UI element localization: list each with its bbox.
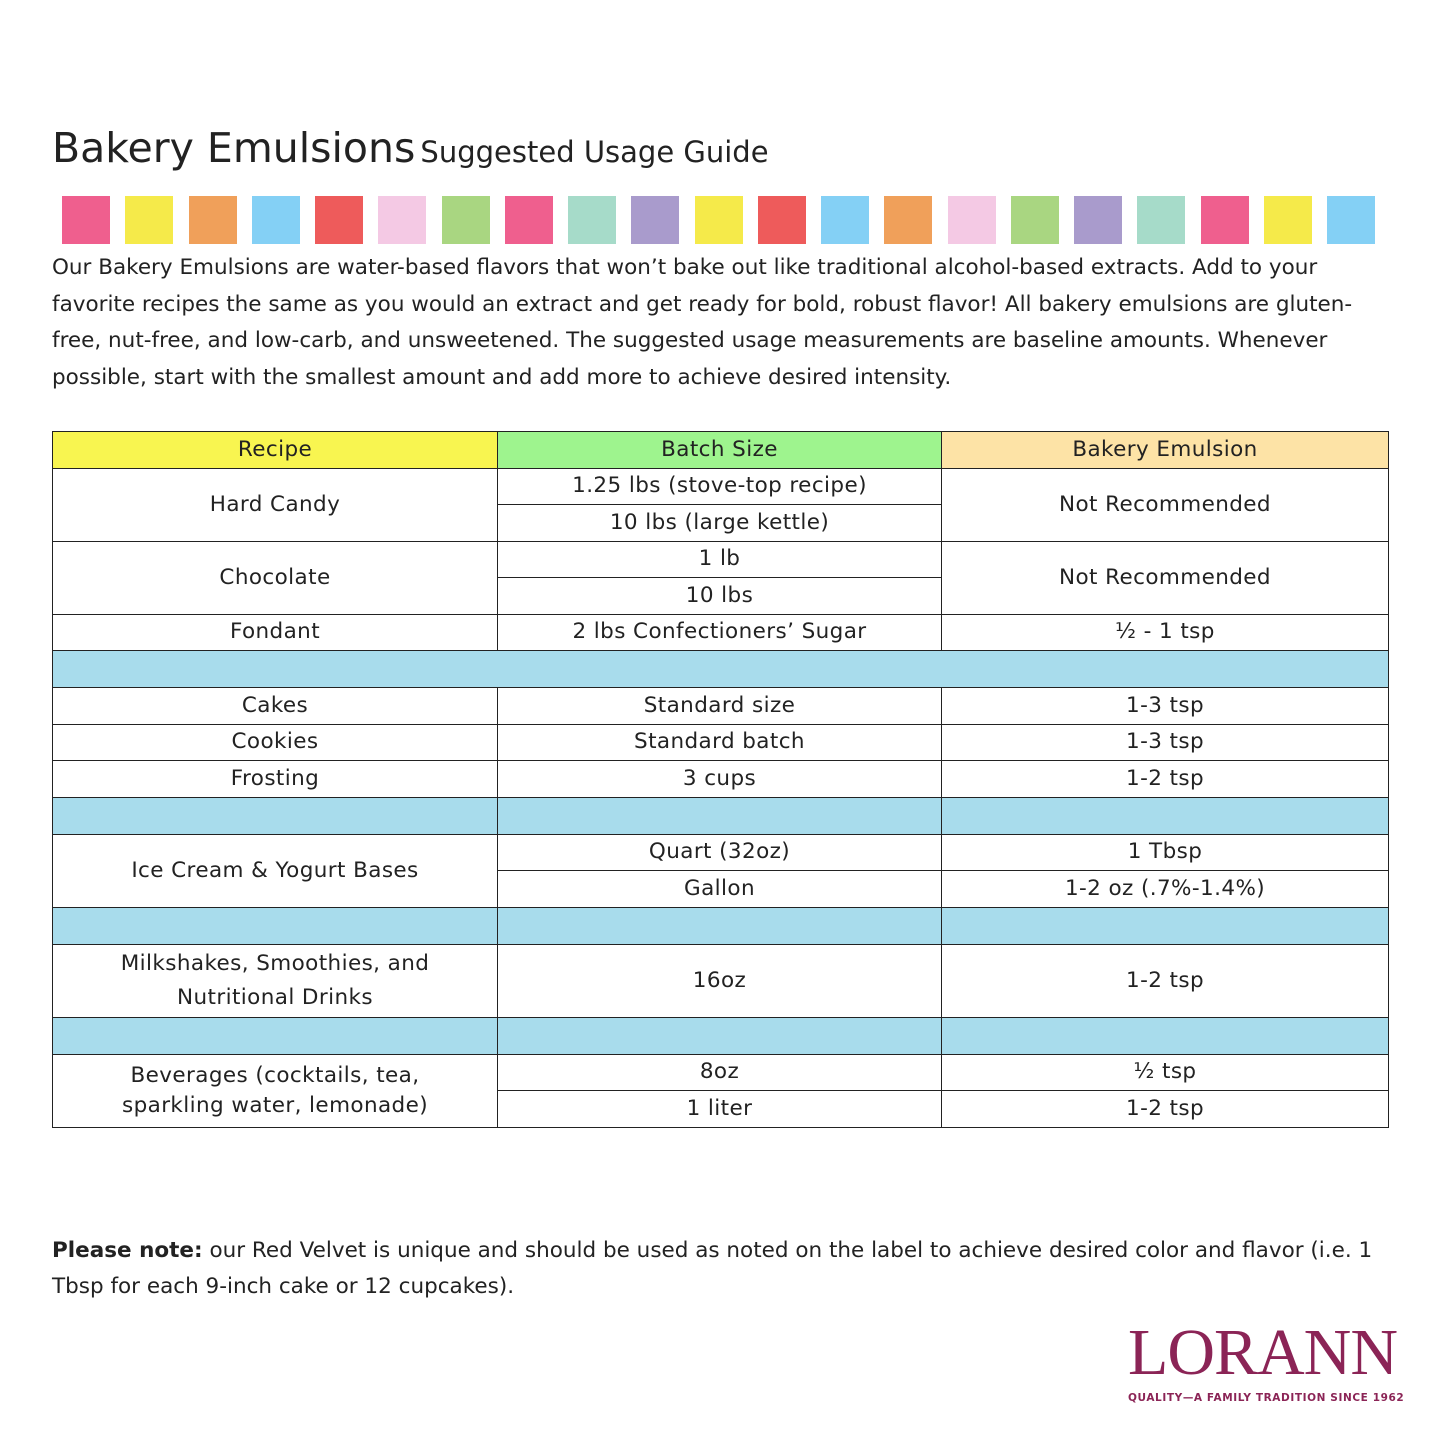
table-row: 1 liter 1-2 tsp: [53, 1090, 1389, 1128]
cell: 16oz: [497, 943, 942, 1018]
cell: Not Recommended: [941, 467, 1389, 542]
color-swatch: [821, 196, 869, 244]
cell: Ice Cream & Yogurt Bases: [52, 833, 498, 908]
table-row: Cakes Standard size 1-3 tsp: [52, 687, 1389, 725]
table-row: Ice Cream & Yogurt Bases Quart (32oz) 1 Tb…: [52, 833, 1389, 908]
cell: 10 lbs (large kettle): [497, 504, 942, 542]
cell: Chocolate: [52, 540, 498, 615]
color-swatch: [757, 196, 806, 244]
cell: ½ tsp: [941, 1053, 1389, 1091]
separator-cell: [497, 796, 942, 835]
color-swatch: [251, 196, 300, 244]
cell: Frosting: [52, 760, 498, 798]
cell: 1 lb: [497, 540, 942, 578]
color-swatch: [62, 196, 110, 244]
table-row: Fondant 2 lbs Confectioners’ Sugar ½ - 1 t…: [52, 613, 1389, 651]
color-swatch: [1074, 196, 1122, 244]
separator-cell: [52, 1016, 498, 1055]
color-swatch: [188, 196, 237, 244]
logo: LORANN QUALITY—A FAMILY TRADITION SINCE …: [1128, 1316, 1405, 1405]
cell: Hard Candy: [52, 467, 498, 542]
logo-name: LORANN: [1128, 1316, 1398, 1389]
separator-cell: [941, 1016, 1389, 1055]
color-swatches: [62, 196, 1382, 244]
cell: 3 cups: [497, 760, 942, 798]
cell: Beverages (cocktails, tea, sparkling wat…: [52, 1053, 498, 1128]
color-swatch: [694, 196, 743, 244]
cell: 1 liter: [497, 1090, 942, 1128]
table-row: Chocolate 1 lb Not Recommended: [52, 540, 1389, 615]
cell: 8oz: [497, 1053, 942, 1091]
cell: 10 lbs: [497, 577, 942, 615]
cell: Gallon: [497, 870, 942, 908]
separator-cell: [941, 906, 1389, 945]
table-row: 10 lbs: [53, 577, 1389, 615]
subtitle: Suggested Usage Guide: [420, 135, 769, 169]
table-row: Milkshakes, Smoothies, and Nutritional D…: [52, 943, 1389, 1018]
column-header: Bakery Emulsion: [941, 431, 1389, 469]
usage-table: Recipe Batch Size Bakery Emulsion Hard C…: [52, 431, 1389, 1128]
cell: Cakes: [52, 687, 498, 725]
cell: 1-2 oz (.7%-1.4%): [941, 870, 1389, 908]
cell: 1-3 tsp: [941, 687, 1389, 725]
cell: 1-3 tsp: [941, 723, 1389, 761]
header-row: Recipe Batch Size Bakery Emulsion: [52, 431, 1389, 469]
column-header: Recipe: [52, 431, 498, 469]
color-swatch: [315, 196, 363, 244]
separator-cell: [941, 796, 1389, 835]
table-row: [52, 650, 1389, 688]
table-row: [52, 906, 1389, 945]
cell: 1.25 lbs (stove-top recipe): [497, 467, 942, 505]
table-row: Beverages (cocktails, tea, sparkling wat…: [52, 1053, 1389, 1128]
table-row: Cookies Standard batch 1-3 tsp: [52, 723, 1389, 761]
cell: 2 lbs Confectioners’ Sugar: [497, 613, 942, 651]
cell: Fondant: [52, 613, 498, 651]
cell: 1-2 tsp: [941, 1090, 1389, 1128]
column-header: Batch Size: [497, 431, 942, 469]
color-swatch: [125, 196, 174, 244]
color-swatch: [1200, 196, 1249, 244]
separator-cell: [52, 796, 498, 835]
table-row: Hard Candy 1.25 lbs (stove-top recipe) Not…: [52, 467, 1389, 542]
note: Please note: our Red Velvet is unique an…: [52, 1233, 1392, 1305]
note-text: our Red Velvet is unique and should be u…: [52, 1238, 1373, 1299]
color-swatch: [378, 196, 427, 244]
cell: 1-2 tsp: [941, 760, 1389, 798]
color-swatch: [884, 196, 933, 244]
title: Bakery Emulsions: [52, 124, 416, 172]
color-swatch: [1263, 196, 1312, 244]
table-row: 10 lbs (large kettle): [53, 504, 1389, 542]
table-row: [52, 1016, 1389, 1055]
cell: 1 Tbsp: [941, 833, 1389, 871]
cell: Standard size: [497, 687, 942, 725]
color-swatch: [1327, 196, 1375, 244]
logo-tagline: QUALITY—A FAMILY TRADITION SINCE 1962: [1128, 1392, 1405, 1404]
color-swatch: [631, 196, 680, 244]
cell: Cookies: [52, 723, 498, 761]
color-swatch: [504, 196, 553, 244]
title-block: Bakery Emulsions Suggested Usage Guide: [52, 124, 769, 172]
table-row: Frosting 3 cups 1-2 tsp: [52, 760, 1389, 798]
note-label: Please note:: [52, 1238, 203, 1263]
cell: Not Recommended: [941, 540, 1389, 615]
intro-text: Our Bakery Emulsions are water-based fla…: [52, 255, 1353, 390]
color-swatch: [947, 196, 996, 244]
separator-cell: [497, 1016, 942, 1055]
separator-cell: [497, 906, 942, 945]
separator-cell: [52, 650, 1389, 688]
cell: Standard batch: [497, 723, 942, 761]
color-swatch: [1010, 196, 1059, 244]
cell: 1-2 tsp: [941, 943, 1389, 1018]
cell: Milkshakes, Smoothies, and Nutritional D…: [52, 943, 498, 1018]
table-row: [52, 796, 1389, 835]
separator-cell: [52, 906, 498, 945]
cell: Quart (32oz): [497, 833, 942, 871]
color-swatch: [1137, 196, 1186, 244]
color-swatch: [441, 196, 490, 244]
color-swatch: [568, 196, 616, 244]
cell: ½ - 1 tsp: [941, 613, 1389, 651]
